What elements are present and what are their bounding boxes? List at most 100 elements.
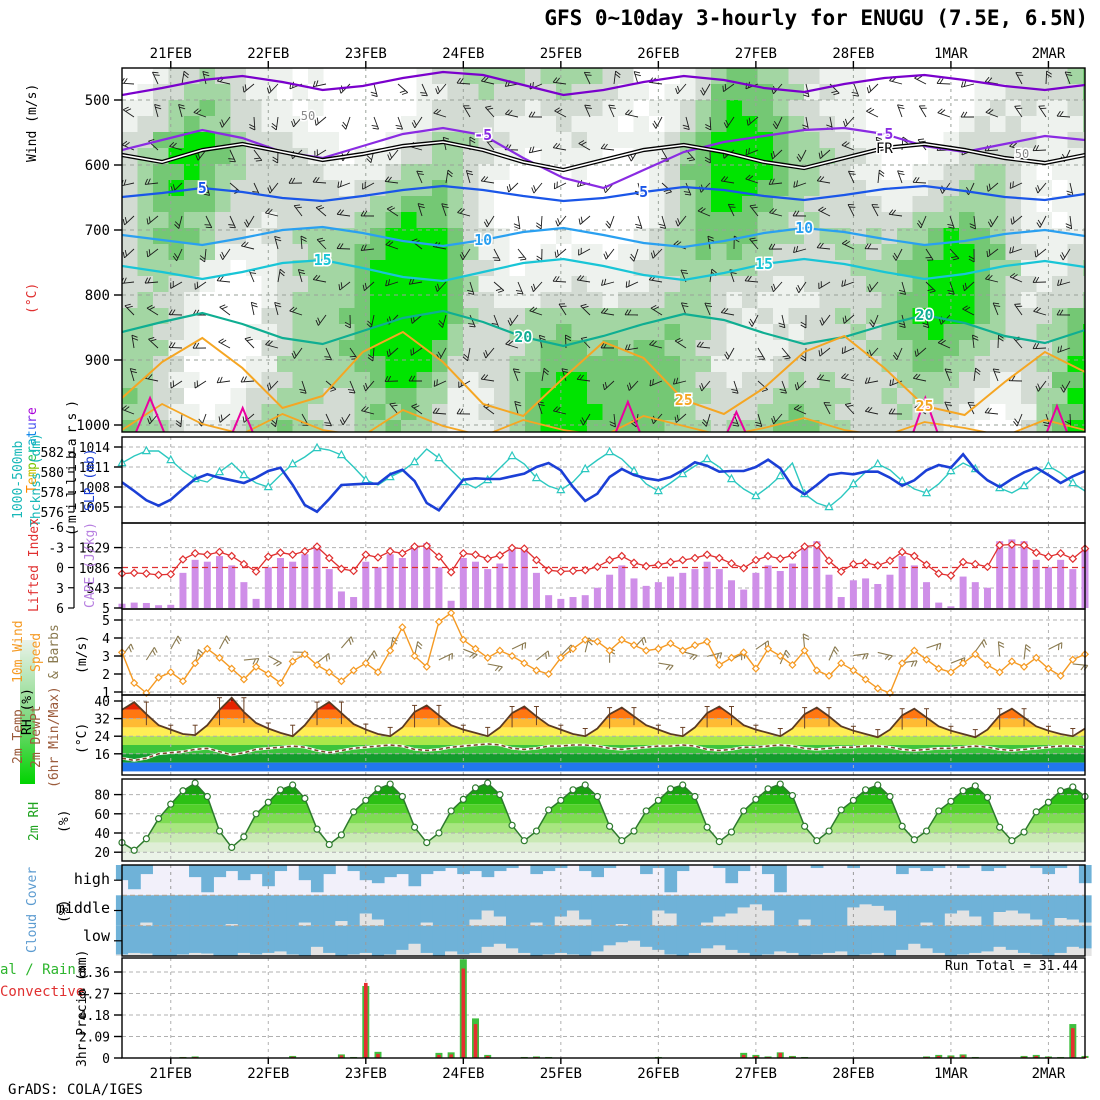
- svg-text:27FEB: 27FEB: [735, 46, 777, 62]
- svg-text:600: 600: [85, 158, 110, 174]
- svg-text:8.36: 8.36: [79, 966, 110, 981]
- svg-text:900: 900: [85, 353, 110, 369]
- t2m-panel: 40 32 24 16: [94, 694, 1086, 776]
- svg-text:2: 2: [102, 668, 110, 683]
- svg-text:24: 24: [94, 730, 110, 745]
- svg-text:80: 80: [94, 789, 110, 804]
- lifted-index-label: Lifted Index: [27, 518, 42, 612]
- rh2m-color-bands: [122, 783, 1085, 861]
- svg-text:582: 582: [41, 446, 64, 461]
- svg-text:1MAR: 1MAR: [934, 46, 968, 62]
- svg-text:23FEB: 23FEB: [345, 1066, 387, 1082]
- cloud-cover-panel: high middle low: [56, 864, 1092, 957]
- svg-text:-5: -5: [474, 126, 492, 144]
- svg-text:21FEB: 21FEB: [150, 46, 192, 62]
- svg-text:1014: 1014: [79, 441, 110, 456]
- svg-text:40: 40: [94, 695, 110, 710]
- convective-label: Convective: [0, 984, 85, 1000]
- upper-air-panel: [122, 68, 1085, 432]
- upper-contours: [122, 70, 1085, 432]
- t2m-temp-label: 2m Temp: [11, 709, 26, 765]
- svg-text:0: 0: [56, 562, 64, 577]
- cloud-cover-label: Cloud Cover: [25, 866, 40, 954]
- rh2m-label: 2m RH: [27, 801, 42, 841]
- slp-label: SLP (mb): [83, 448, 98, 512]
- svg-text:6: 6: [56, 602, 64, 617]
- svg-text:26FEB: 26FEB: [637, 1066, 679, 1082]
- upper-contour-labels: -5 -5 5 5 10 10 15 15 20 20 25 25 FR 50 50: [196, 108, 1030, 417]
- upper-wind-units-label: Wind (m/s): [25, 83, 40, 163]
- svg-text:25FEB: 25FEB: [540, 1066, 582, 1082]
- svg-text:1086: 1086: [79, 562, 110, 577]
- svg-text:25: 25: [915, 397, 933, 415]
- svg-text:800: 800: [85, 288, 110, 304]
- cape-label: CAPE (J/kg): [83, 521, 98, 609]
- svg-text:1MAR: 1MAR: [934, 1066, 968, 1082]
- precip-axis-label: 3hr Precip (mm): [75, 949, 90, 1067]
- svg-text:4.18: 4.18: [79, 1009, 110, 1024]
- svg-text:25: 25: [675, 391, 693, 409]
- svg-text:22FEB: 22FEB: [247, 46, 289, 62]
- run-total: Run Total = 31.44: [944, 959, 1078, 974]
- rh2m-units-label: (%): [57, 809, 72, 833]
- svg-text:24FEB: 24FEB: [442, 1066, 484, 1082]
- upper-degc-label: (°C): [25, 282, 40, 314]
- svg-text:5: 5: [102, 614, 110, 629]
- svg-text:580: 580: [41, 466, 64, 481]
- rain-label: al / Rain: [0, 962, 76, 978]
- t2m-dewpt-label: 2m DewPt: [29, 705, 44, 769]
- cloud-units-label: (%): [57, 899, 72, 923]
- svg-text:FR: FR: [876, 141, 893, 157]
- precip-panel: 8.36 6.27 4.18 2.09 0: [79, 957, 1089, 1067]
- temperature-label-letter: u: [25, 422, 40, 431]
- t2m-color-bands: [122, 697, 1085, 772]
- upper-axis: 500 600 700 800 900 1000: [76, 67, 1086, 434]
- svg-text:2MAR: 2MAR: [1032, 1066, 1066, 1082]
- wind10m-panel: 5 4 3 2 1: [102, 608, 1090, 701]
- svg-text:500: 500: [85, 93, 110, 109]
- svg-text:0: 0: [102, 1052, 110, 1067]
- top-date-axis: 21FEB 22FEB 23FEB 24FEB 25FEB 26FEB 27FEB 28FEB…: [150, 46, 1066, 68]
- svg-text:-5: -5: [875, 125, 893, 143]
- svg-text:700: 700: [85, 223, 110, 239]
- svg-text:-3: -3: [48, 541, 64, 556]
- wind10-label: 10m Wind: [11, 620, 26, 684]
- svg-text:23FEB: 23FEB: [345, 46, 387, 62]
- t2m-minmax-label: (6hr Min/Max): [47, 686, 62, 788]
- svg-text:2MAR: 2MAR: [1032, 46, 1066, 62]
- temperature-label-letter: e: [25, 406, 40, 415]
- svg-text:5: 5: [639, 183, 648, 201]
- svg-text:576: 576: [41, 506, 64, 521]
- svg-text:6.27: 6.27: [79, 988, 110, 1003]
- wind10-barbs-label: & Barbs: [47, 624, 62, 680]
- svg-text:28FEB: 28FEB: [832, 46, 874, 62]
- upper-rh-shading: [122, 68, 1085, 432]
- slp-thickness-panel: 582 580 578 576 1014 1011 1008 1005: [41, 436, 1086, 524]
- svg-text:20: 20: [514, 328, 532, 346]
- svg-text:1011: 1011: [79, 461, 110, 476]
- svg-text:20: 20: [915, 306, 933, 324]
- svg-text:5: 5: [198, 179, 207, 197]
- svg-text:1: 1: [102, 686, 110, 701]
- svg-text:middle: middle: [56, 899, 110, 917]
- svg-text:50: 50: [1015, 147, 1029, 161]
- svg-text:10: 10: [474, 231, 492, 249]
- svg-text:50: 50: [301, 109, 315, 123]
- svg-text:5: 5: [102, 602, 110, 617]
- svg-text:1008: 1008: [79, 481, 110, 496]
- wind10-speed-label: Speed: [29, 632, 44, 672]
- svg-text:20: 20: [94, 846, 110, 861]
- thickness-label-1: 1000-500mb: [11, 440, 26, 520]
- svg-text:4: 4: [102, 632, 110, 647]
- svg-text:10: 10: [795, 219, 813, 237]
- svg-text:15: 15: [314, 251, 332, 269]
- svg-text:22FEB: 22FEB: [247, 1066, 289, 1082]
- svg-text:2.09: 2.09: [79, 1031, 110, 1046]
- svg-text:1000: 1000: [76, 418, 110, 434]
- wind10-units-label: (m/s): [75, 634, 90, 674]
- svg-text:28FEB: 28FEB: [832, 1066, 874, 1082]
- svg-text:low: low: [83, 927, 111, 945]
- upper-millibars-label: (millibars): [65, 394, 80, 536]
